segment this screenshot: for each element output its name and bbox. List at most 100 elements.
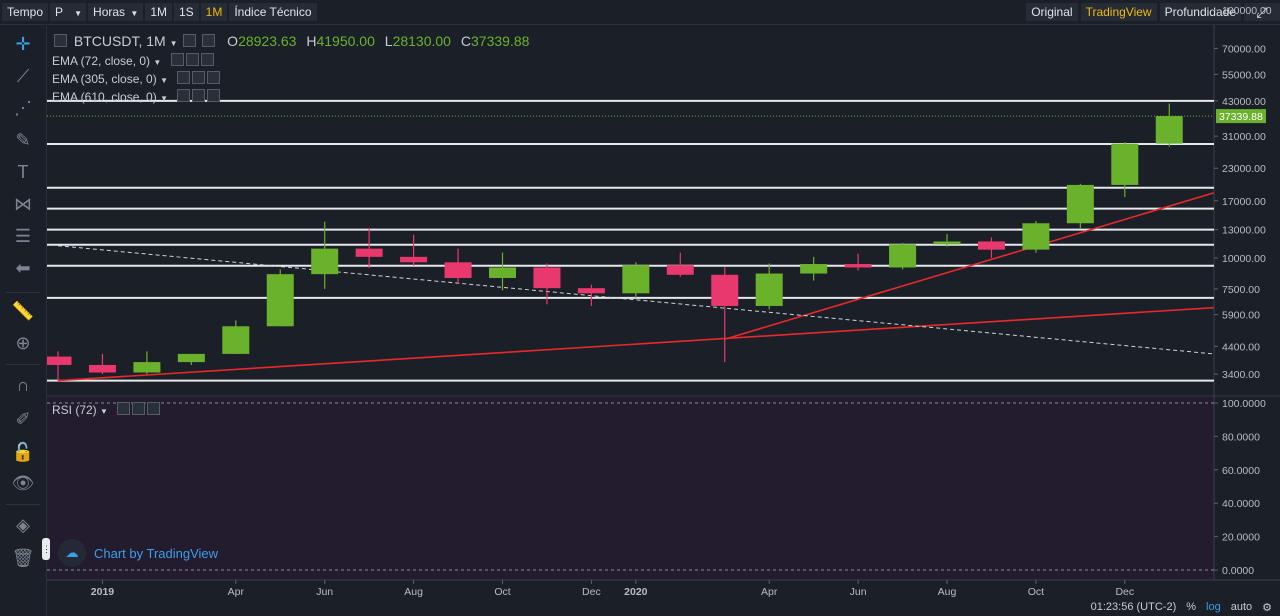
close-icon[interactable] [207, 71, 221, 84]
open-value: 28923.63 [238, 33, 297, 49]
rsi-axis-label: 40.0000 [1222, 498, 1260, 510]
rsi-axis-label: 60.0000 [1222, 465, 1260, 477]
interval-1mo-button[interactable]: 1M [200, 3, 228, 21]
settings-icon[interactable] [192, 89, 206, 102]
chevron-down-icon[interactable]: ▼ [160, 76, 168, 85]
candle-body [444, 262, 472, 278]
settings-icon[interactable] [177, 89, 191, 102]
period-select-value: P [55, 5, 63, 19]
time-axis-label: Apr [761, 586, 778, 598]
panel-collapse-handle[interactable]: ⋮ [42, 538, 51, 560]
time-axis-label: Jun [316, 586, 333, 598]
top-toolbar: Tempo P ▼ Horas ▼ 1M 1S 1M Índice Técnic… [0, 0, 1280, 25]
text-tool-icon[interactable]: T [17, 162, 29, 182]
price-axis-label: 5900.00 [1222, 310, 1260, 322]
auto-toggle[interactable]: auto [1230, 601, 1253, 613]
settings-icon[interactable] [132, 402, 146, 415]
close-icon[interactable] [207, 89, 221, 102]
candle-body [577, 288, 605, 294]
chevron-down-icon[interactable]: ▼ [153, 58, 162, 67]
close-icon[interactable] [200, 53, 214, 66]
back-arrow-icon[interactable]: ⬅ [15, 258, 31, 278]
chevron-down-icon[interactable]: ▼ [169, 39, 178, 48]
crosshair-icon[interactable]: ✛ [15, 34, 31, 54]
ema-305-label: EMA (305, close, 0) [52, 72, 157, 86]
cloud-icon: ☁ [58, 539, 86, 567]
pitchfork-tool-icon[interactable]: ⋰ [14, 98, 32, 118]
time-axis-label: Oct [1028, 586, 1044, 598]
eye-icon[interactable]: 👁 [11, 473, 35, 493]
settings-icon[interactable] [183, 34, 197, 47]
magnet-icon[interactable]: ∩ [16, 375, 30, 395]
fullscreen-icon[interactable]: ⤢ [1244, 3, 1280, 21]
original-view-button[interactable]: Original [1026, 3, 1078, 21]
zoom-icon[interactable]: ⊕ [15, 333, 31, 353]
time-axis-label: 2019 [91, 586, 115, 598]
pattern-tool-icon[interactable]: ⋈ [14, 194, 32, 214]
trendline [57, 306, 1214, 382]
ema-610-legend[interactable]: EMA (610, close, 0) ▼ [52, 89, 221, 104]
collapse-icon[interactable] [54, 34, 67, 47]
candle-body [800, 264, 828, 274]
hours-select[interactable]: Horas ▼ [88, 3, 144, 21]
gear-icon[interactable]: ⚙ [1262, 601, 1272, 614]
price-axis-label: 70000.00 [1222, 43, 1266, 55]
chevron-down-icon: ▼ [130, 9, 139, 18]
close-icon[interactable] [147, 402, 161, 415]
interval-1s-button[interactable]: 1S [173, 3, 199, 21]
time-axis-label: Oct [494, 586, 510, 598]
time-axis-label: 2020 [624, 586, 648, 598]
price-axis-label: 17000.00 [1222, 196, 1266, 208]
percent-toggle[interactable]: % [1186, 601, 1197, 613]
depth-view-button[interactable]: Profundidade [1159, 3, 1241, 21]
ema-72-legend[interactable]: EMA (72, close, 0) ▼ [52, 53, 214, 68]
rsi-pane-bg [47, 397, 1214, 580]
ema-305-legend[interactable]: EMA (305, close, 0) ▼ [52, 71, 221, 86]
price-axis-label: 7500.00 [1222, 284, 1260, 296]
settings-icon[interactable] [192, 71, 206, 84]
settings-icon[interactable] [177, 71, 191, 84]
fib-tool-icon[interactable]: ☰ [14, 226, 32, 246]
candle-body [47, 356, 72, 365]
tool-divider [6, 364, 40, 365]
price-axis-label: 23000.00 [1222, 163, 1266, 175]
settings-icon[interactable] [117, 402, 131, 415]
chevron-down-icon[interactable]: ▼ [160, 94, 168, 103]
brush-tool-icon[interactable]: ✎ [15, 130, 31, 150]
period-select[interactable]: P ▼ [50, 3, 87, 21]
candle-body [1111, 143, 1139, 185]
watermark-text: Chart by TradingView [94, 545, 219, 561]
trash-icon[interactable]: 🗑 [11, 548, 35, 568]
time-axis-label: Dec [582, 586, 601, 598]
price-axis-label: 100000.00 [1222, 5, 1272, 17]
settings-icon[interactable] [185, 53, 199, 66]
rsi-legend[interactable]: RSI (72) ▼ [52, 402, 161, 417]
technical-index-button[interactable]: Índice Técnico [229, 3, 317, 21]
symbol-legend: BTCUSDT, 1M ▼ O28923.63 H41950.00 L28130… [52, 33, 529, 49]
candle-body [1155, 116, 1183, 144]
candle-body [355, 248, 383, 257]
candle-body [844, 264, 872, 268]
rsi-axis-label: 80.0000 [1222, 431, 1260, 443]
layers-icon[interactable]: ◈ [16, 515, 30, 535]
view-switcher: Original TradingView Profundidade ⤢ [1023, 0, 1280, 24]
ruler-icon[interactable]: 📏 [11, 301, 35, 321]
ema-72-label: EMA (72, close, 0) [52, 54, 151, 68]
high-value: 41950.00 [316, 33, 375, 49]
settings-icon[interactable] [170, 53, 184, 66]
chevron-down-icon[interactable]: ▼ [100, 407, 108, 416]
tradingview-view-button[interactable]: TradingView [1080, 3, 1157, 21]
trendline-tool-icon[interactable]: ⟋ [16, 66, 30, 86]
log-toggle[interactable]: log [1206, 601, 1221, 613]
last-price-badge [1216, 109, 1266, 124]
high-label: H [306, 33, 317, 49]
symbol-label[interactable]: BTCUSDT, 1M [73, 33, 166, 49]
main-pane-bg [47, 25, 1214, 395]
lock-icon[interactable]: 🔓 [11, 442, 35, 462]
stay-drawing-icon[interactable]: ✐ [15, 409, 31, 429]
ema-610-label: EMA (610, close, 0) [52, 90, 157, 104]
tradingview-watermark[interactable]: ☁ Chart by TradingView [58, 539, 218, 567]
interval-1m-button[interactable]: 1M [145, 3, 172, 21]
settings-icon[interactable] [202, 34, 216, 47]
